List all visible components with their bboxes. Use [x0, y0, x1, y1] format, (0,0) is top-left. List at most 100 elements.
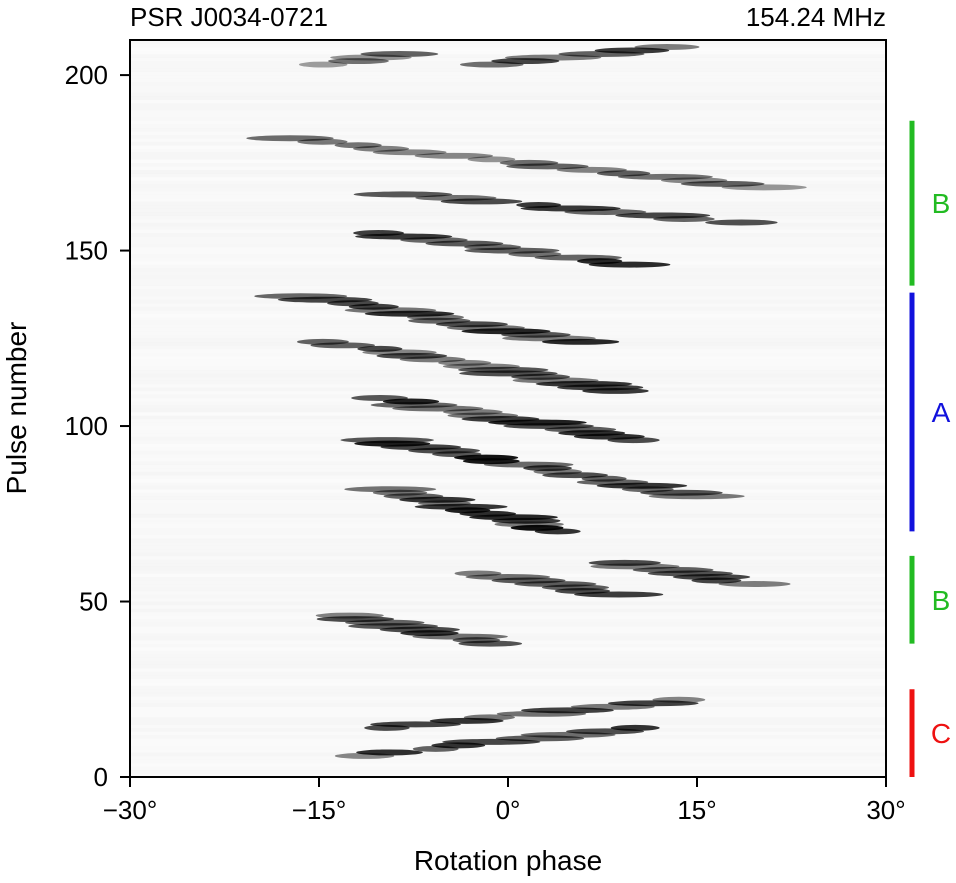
pulse-row [130, 138, 886, 143]
pulse-row [130, 748, 886, 753]
drift-band-segment [705, 219, 778, 226]
pulse-row [130, 355, 886, 360]
pulse-row [130, 527, 886, 532]
pulse-row [130, 96, 886, 100]
pulse-row [130, 134, 886, 139]
pulse-row [130, 204, 886, 209]
pulse-row [130, 583, 886, 588]
pulse-row [130, 183, 886, 188]
pulse-row [130, 401, 886, 406]
pulse-row [130, 75, 886, 79]
pulse-row [130, 124, 886, 129]
pulse-row [130, 594, 886, 599]
pulse-row [130, 320, 886, 325]
pulse-row [130, 155, 886, 160]
pulse-row [130, 619, 886, 623]
pulse-row [130, 654, 886, 658]
pulse-row [130, 106, 886, 111]
drift-band-segment [334, 142, 382, 149]
pulse-row [130, 120, 886, 125]
pulse-row [130, 362, 886, 367]
pulse-row [130, 226, 886, 230]
pulse-row [130, 215, 886, 220]
y-tick-label: 100 [65, 411, 108, 441]
pulse-row [130, 103, 886, 107]
mode-label: A [932, 397, 951, 428]
pulse-row [130, 71, 886, 76]
pulse-row [130, 92, 886, 97]
drift-band-segment [588, 559, 661, 566]
pulse-row [130, 489, 886, 494]
y-tick-label: 50 [79, 587, 108, 617]
x-tick-label: 0° [496, 795, 521, 825]
drift-band-segment [454, 570, 502, 577]
pulse-row [130, 345, 886, 350]
pulse-row [130, 268, 886, 272]
pulse-row [130, 85, 886, 90]
drift-bands [246, 44, 807, 759]
pulse-row [130, 555, 886, 560]
drift-band-segment [357, 345, 403, 352]
pulse-row [130, 68, 886, 72]
pulse-row [130, 671, 886, 676]
pulse-row [130, 131, 886, 136]
pulse-row [130, 275, 886, 279]
pulse-row [130, 699, 886, 704]
pulse-row [130, 334, 886, 339]
drift-band-segment [607, 700, 699, 707]
pulse-row [130, 404, 886, 409]
y-axis: 0 50 100 150 200 [65, 60, 130, 792]
pulse-row [130, 569, 886, 574]
pulse-row [130, 261, 886, 265]
pulse-row [130, 605, 886, 609]
pulse-row [130, 661, 886, 665]
drift-band-segment [458, 366, 549, 373]
pulse-row [130, 296, 886, 301]
pulse-row [130, 685, 886, 690]
drift-band-segment [298, 61, 348, 68]
pulse-row [130, 759, 886, 764]
pulse-row [130, 482, 886, 487]
pulse-row [130, 598, 886, 602]
pulse-row [130, 187, 886, 192]
pulse-row [130, 289, 886, 293]
drift-band-segment [246, 135, 334, 142]
pulse-row [130, 538, 886, 543]
pulse-row [130, 657, 886, 662]
drift-band-segment [447, 412, 519, 419]
pulse-row [130, 145, 886, 150]
pulse-row [130, 755, 886, 760]
pulse-row [130, 727, 886, 732]
pulse-row [130, 40, 886, 44]
pulse-row [130, 478, 886, 483]
pulse-row [130, 629, 886, 634]
pulse-row [130, 352, 886, 357]
pulse-row [130, 552, 886, 557]
drift-band-segment [652, 696, 706, 703]
pulse-row [130, 292, 886, 297]
pulse-row [130, 668, 886, 673]
pulse-row [130, 50, 886, 55]
drift-band-segment [316, 616, 395, 623]
pulse-row [130, 682, 886, 687]
pulse-row [130, 313, 886, 318]
drift-band-segment [328, 58, 389, 65]
drift-band-segment [353, 230, 404, 237]
pulse-row [130, 675, 886, 680]
x-tick-label: −15° [292, 795, 347, 825]
pulse-row [130, 545, 886, 550]
pulse-row [130, 534, 886, 539]
pulse-row [130, 468, 886, 472]
pulse-row [130, 447, 886, 451]
pulse-row [130, 626, 886, 630]
drift-band-segment [610, 724, 660, 731]
pulse-row [130, 636, 886, 641]
drift-band-segment [344, 486, 437, 493]
drift-band-segment [463, 714, 515, 721]
pulse-row [130, 706, 886, 711]
pulse-row [130, 503, 886, 508]
pulse-row [130, 752, 886, 757]
pulse-row [130, 303, 886, 308]
drift-band-segment [360, 51, 439, 58]
x-tick-label: 30° [866, 795, 905, 825]
